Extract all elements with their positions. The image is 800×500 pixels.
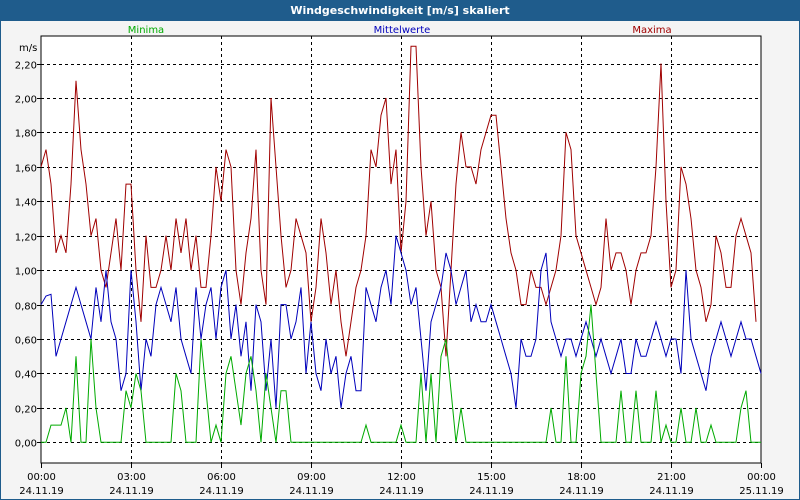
x-tick-time-label: 09:00 xyxy=(297,472,326,483)
y-tick-label: 0,00 xyxy=(15,439,37,450)
y-tick-label: 1,60 xyxy=(15,164,37,175)
y-tick-label: 1,20 xyxy=(15,233,37,244)
x-tick-date-label: 24.11.19 xyxy=(559,486,604,497)
x-tick-time-label: 18:00 xyxy=(567,472,596,483)
y-tick-label: 0,80 xyxy=(15,302,37,313)
x-tick-time-label: 03:00 xyxy=(117,472,146,483)
x-tick-date-label: 24.11.19 xyxy=(109,486,154,497)
legend-minima: Minima xyxy=(128,25,164,36)
legend-mittelwerte: Mittelwerte xyxy=(374,25,431,36)
x-tick-date-label: 24.11.19 xyxy=(649,486,694,497)
x-tick-time-label: 12:00 xyxy=(387,472,416,483)
x-tick-time-label: 06:00 xyxy=(207,472,236,483)
y-tick-label: 1,80 xyxy=(15,129,37,140)
y-axis-label: m/s xyxy=(19,43,37,54)
x-tick-date-label: 24.11.19 xyxy=(19,486,64,497)
window-title: Windgeschwindigkeit [m/s] skaliert xyxy=(1,1,799,21)
y-tick-label: 0,20 xyxy=(15,405,37,416)
x-tick-date-label: 24.11.19 xyxy=(289,486,334,497)
x-tick-date-label: 25.11.19 xyxy=(739,486,784,497)
x-tick-date-label: 24.11.19 xyxy=(199,486,244,497)
legend-maxima: Maxima xyxy=(632,25,671,36)
x-tick-time-label: 00:00 xyxy=(747,472,776,483)
x-tick-time-label: 00:00 xyxy=(27,472,56,483)
y-tick-label: 1,00 xyxy=(15,267,37,278)
x-tick-time-label: 21:00 xyxy=(657,472,686,483)
series-line-mittelwerte xyxy=(40,235,762,408)
x-tick-date-label: 24.11.19 xyxy=(469,486,514,497)
series-line-maxima xyxy=(40,45,757,357)
wind-speed-chart: 0,00 0,20 0,40 0,60 0,80 1,00 1,20 1,40 1,60 1,80… xyxy=(15,25,784,497)
y-tick-label: 2,20 xyxy=(15,61,37,72)
x-tick-time-label: 15:00 xyxy=(477,472,506,483)
y-tick-label: 2,00 xyxy=(15,95,37,106)
y-tick-label: 0,40 xyxy=(15,370,37,381)
series-line-minima xyxy=(41,304,761,443)
y-tick-label: 1,40 xyxy=(15,198,37,209)
x-tick-date-label: 24.11.19 xyxy=(379,486,424,497)
y-tick-label: 0,60 xyxy=(15,336,37,347)
